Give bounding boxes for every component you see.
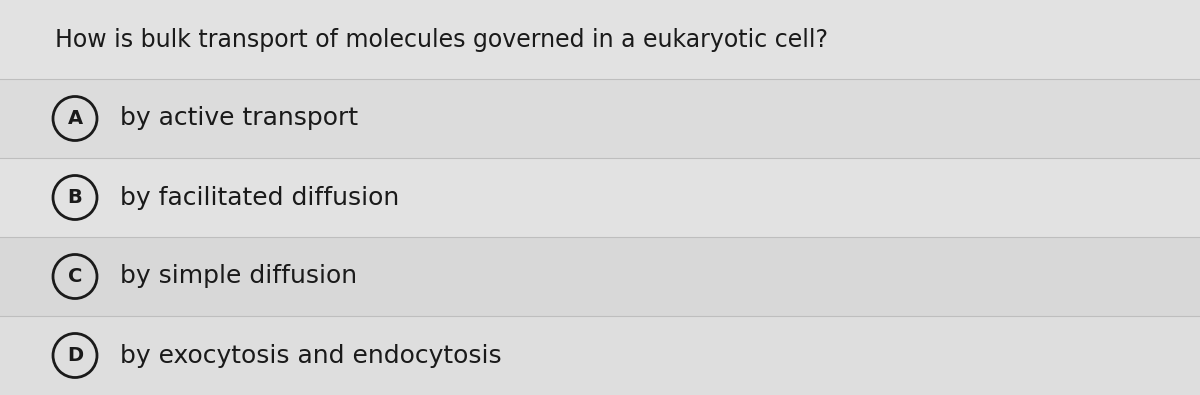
Bar (0, 237, 1200, 316)
Bar (0, 0, 1200, 79)
Text: by active transport: by active transport (120, 107, 358, 130)
Bar (0, 316, 1200, 395)
Text: by simple diffusion: by simple diffusion (120, 265, 358, 288)
Text: A: A (67, 109, 83, 128)
Text: by exocytosis and endocytosis: by exocytosis and endocytosis (120, 344, 502, 367)
Text: How is bulk transport of molecules governed in a eukaryotic cell?: How is bulk transport of molecules gover… (55, 28, 828, 51)
Bar (0, 158, 1200, 237)
Text: C: C (68, 267, 82, 286)
Bar (0, 79, 1200, 158)
Text: B: B (67, 188, 83, 207)
Text: D: D (67, 346, 83, 365)
Text: by facilitated diffusion: by facilitated diffusion (120, 186, 400, 209)
